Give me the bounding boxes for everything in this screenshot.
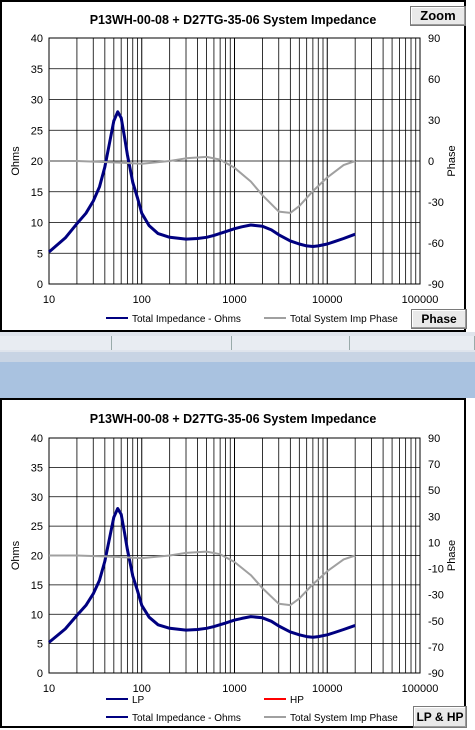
y-tick-label: 10 (31, 609, 43, 621)
y2-tick-label: 30 (428, 115, 440, 127)
y2-tick-label: -50 (428, 616, 444, 628)
y-tick-label: 35 (31, 462, 43, 474)
y-tick-label: 30 (31, 95, 43, 107)
impedance-series-line (48, 110, 356, 254)
x-tick-label: 1000 (222, 294, 246, 306)
chart-panel-bottom: P13WH-00-08 + D27TG-35-06 System Impedan… (0, 398, 467, 728)
sheet-cell (0, 336, 112, 350)
x-tick-label: 100 (133, 683, 151, 695)
y-tick-label: 30 (31, 492, 43, 504)
x-tick-label: 100000 (402, 294, 439, 306)
y-tick-label: 15 (31, 187, 43, 199)
x-tick-label: 100000 (402, 683, 439, 695)
y-tick-label: 15 (31, 580, 43, 592)
phase-button[interactable]: Phase (411, 309, 467, 329)
divider-bar (0, 352, 475, 362)
y-tick-label: 25 (31, 521, 43, 533)
chart-panel-top: P13WH-00-08 + D27TG-35-06 System Impedan… (0, 0, 467, 332)
x-tick-label: 10000 (312, 294, 343, 306)
x-tick-label: 10 (43, 683, 55, 695)
phase-series-line (49, 155, 356, 214)
y2-tick-label: 90 (428, 33, 440, 45)
y-tick-label: 20 (31, 551, 43, 563)
y2-tick-label: 70 (428, 459, 440, 471)
y-axis-title: Ohms (10, 540, 22, 570)
x-tick-label: 100 (133, 294, 151, 306)
chart-title: P13WH-00-08 + D27TG-35-06 System Impedan… (89, 412, 377, 426)
y2-tick-label: -60 (428, 238, 444, 250)
workspace-background (0, 362, 475, 398)
y2-tick-label: 30 (428, 511, 440, 523)
x-tick-label: 10 (43, 294, 55, 306)
y2-tick-label: 50 (428, 485, 440, 497)
sheet-cell (350, 336, 475, 350)
y2-tick-label: -90 (428, 279, 444, 291)
y-tick-label: 0 (37, 279, 43, 291)
x-tick-label: 10000 (312, 683, 343, 695)
y2-tick-label: 0 (428, 156, 434, 168)
y2-tick-label: -70 (428, 642, 444, 654)
impedance-series-line (48, 507, 356, 644)
y2-tick-label: 90 (428, 433, 440, 445)
zoom-button[interactable]: Zoom (410, 6, 466, 26)
legend-label: LP (132, 695, 145, 706)
y2-axis-title: Phase (446, 540, 458, 571)
y2-tick-label: -30 (428, 590, 444, 602)
y-tick-label: 10 (31, 218, 43, 230)
y2-axis-title: Phase (446, 145, 458, 176)
y-tick-label: 5 (37, 248, 43, 260)
y2-tick-label: -10 (428, 564, 444, 576)
y-tick-label: 35 (31, 64, 43, 76)
sheet-cell (112, 336, 232, 350)
y2-tick-label: 10 (428, 537, 440, 549)
chart-title: P13WH-00-08 + D27TG-35-06 System Impedan… (89, 13, 377, 27)
y2-tick-label: 60 (428, 74, 440, 86)
y-axis-title: Ohms (10, 146, 22, 176)
y-tick-label: 40 (31, 433, 43, 445)
phase-series-line (49, 550, 356, 607)
legend-label: Total System Imp Phase (290, 713, 398, 724)
y2-tick-label: -90 (428, 668, 444, 680)
y-tick-label: 25 (31, 125, 43, 137)
y2-tick-label: -30 (428, 197, 444, 209)
x-tick-label: 1000 (222, 683, 246, 695)
impedance-chart: 40 35 30 25 20 15 10 5 0 90 60 30 0 -30 -60 -90 10 100 100… (10, 33, 458, 325)
y-tick-label: 5 (37, 639, 43, 651)
sheet-cell (232, 336, 350, 350)
y-tick-label: 20 (31, 156, 43, 168)
impedance-chart: 40353025201510509070503010-10-30-50-70-9… (10, 433, 458, 724)
legend-label: HP (290, 695, 304, 706)
y-tick-label: 0 (37, 668, 43, 680)
legend-label: Total Impedance - Ohms (132, 314, 241, 325)
legend-label: Total System Imp Phase (290, 314, 398, 325)
y-tick-label: 40 (31, 33, 43, 45)
legend-label: Total Impedance - Ohms (132, 713, 241, 724)
